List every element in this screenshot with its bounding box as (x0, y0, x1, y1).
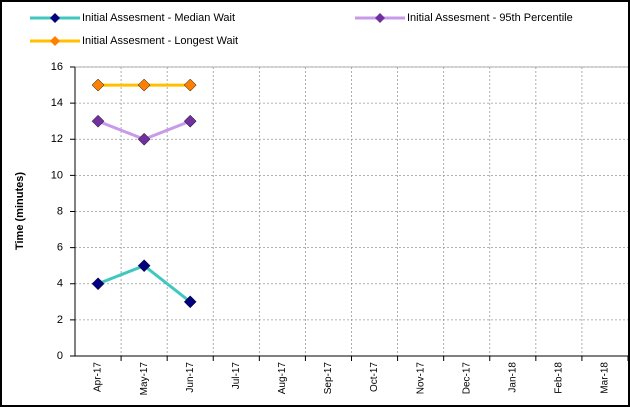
x-tick-label: Nov-17 (415, 362, 426, 395)
data-point (91, 277, 105, 291)
data-point (91, 114, 105, 128)
y-tick-label: 12 (51, 133, 63, 145)
y-tick-label: 16 (51, 61, 63, 73)
legend-label: Initial Assesment - Median Wait (82, 12, 235, 24)
y-tick-label: 8 (57, 205, 63, 217)
x-tick-label: Jul-17 (231, 362, 242, 390)
data-point (137, 259, 151, 273)
legend-marker (50, 36, 60, 46)
data-point (183, 114, 197, 128)
x-tick-label: Jan-18 (507, 362, 518, 393)
x-tick-label: Oct-17 (369, 362, 380, 392)
y-axis-label: Time (minutes) (14, 172, 26, 250)
x-tick-label: Aug-17 (277, 362, 288, 395)
legend-label: Initial Assesment - Longest Wait (82, 35, 238, 47)
x-tick-label: Feb-18 (554, 362, 565, 394)
data-point (91, 78, 105, 92)
legend-label: Initial Assesment - 95th Percentile (407, 12, 573, 24)
data-point (183, 295, 197, 309)
data-point (183, 78, 197, 92)
x-tick-label: Apr-17 (93, 362, 104, 392)
x-tick-label: Dec-17 (461, 362, 472, 395)
legend-marker (50, 13, 60, 23)
y-tick-label: 0 (57, 350, 63, 362)
y-tick-label: 2 (57, 314, 63, 326)
x-tick-label: Mar-18 (600, 362, 611, 394)
y-tick-label: 4 (57, 278, 63, 290)
y-tick-label: 10 (51, 169, 63, 181)
x-tick-label: May-17 (139, 362, 150, 396)
y-tick-label: 14 (51, 97, 63, 109)
legend-marker (375, 13, 385, 23)
data-point (137, 132, 151, 146)
x-tick-label: Sep-17 (323, 362, 334, 395)
y-tick-label: 6 (57, 242, 63, 254)
data-point (137, 78, 151, 92)
x-tick-label: Jun-17 (185, 362, 196, 393)
